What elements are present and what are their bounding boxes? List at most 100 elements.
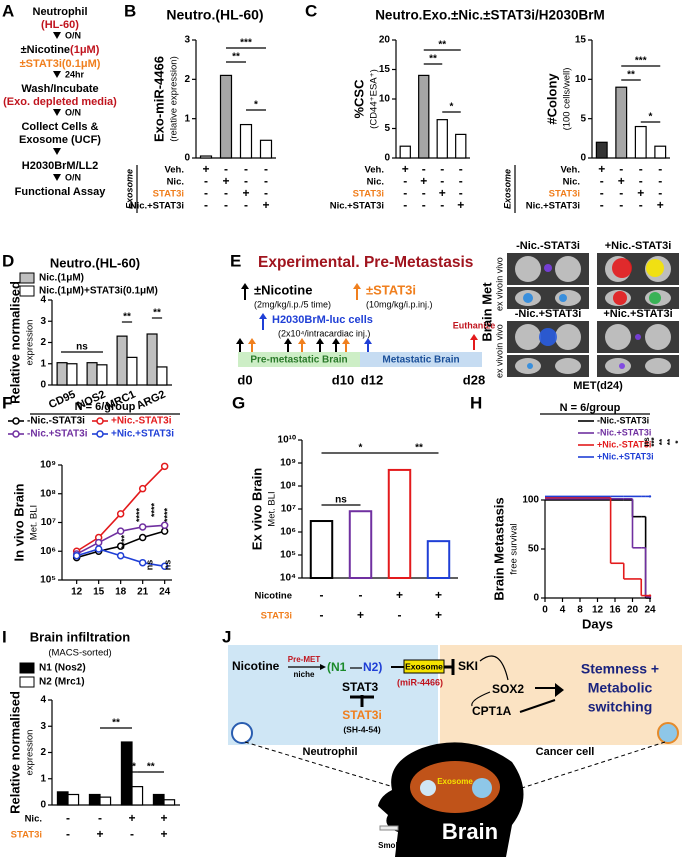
significance: *: [254, 100, 258, 111]
survival-end: [648, 594, 652, 597]
condition-label: Nic.: [563, 177, 580, 188]
step: (HL-60): [41, 19, 79, 31]
condition-sign: -: [440, 162, 444, 176]
panel-a-flow: Neutrophil (HL-60) O/N ±Nicotine(1μM) ±S…: [3, 6, 117, 198]
phase-label: Pre-metastatic Brain: [250, 355, 347, 366]
step: ±Nicotine(1μM): [21, 44, 100, 56]
marker: [138, 558, 147, 567]
specimen: [515, 256, 541, 282]
label: (10mg/kg/i.p.inj.): [366, 299, 433, 309]
y-tick-label: 15: [379, 64, 391, 75]
y-tick-label: 0: [40, 380, 46, 391]
bar: [56, 791, 69, 806]
y-tick-label: 1: [184, 113, 190, 124]
condition-label: Veh.: [164, 165, 184, 176]
outcome: Stemness +: [581, 661, 659, 677]
arrow: [236, 338, 244, 344]
arrow: [298, 338, 306, 344]
bar: [595, 141, 608, 159]
node: N2): [363, 660, 382, 674]
marker: [138, 533, 147, 542]
bar: [146, 333, 158, 386]
significance: ***: [650, 436, 659, 446]
chart-title: Neutro.(HL-60): [50, 255, 140, 270]
marker: [94, 538, 103, 547]
condition-sign: -: [403, 198, 407, 212]
significance: **: [666, 438, 675, 445]
legend-label: +Nic.-STAT3i: [111, 416, 172, 427]
condition-label: Veh.: [560, 165, 580, 176]
step: (0.1μM): [62, 58, 101, 70]
step: O/N: [65, 107, 81, 117]
arrow: [353, 283, 361, 289]
condition-sign: +: [618, 174, 625, 188]
step: O/N: [65, 172, 81, 182]
x-tick-label: 18: [115, 587, 127, 598]
marker: [160, 521, 169, 530]
bar: [126, 356, 138, 386]
condition-sign: -: [619, 186, 623, 200]
significance: **: [658, 438, 667, 445]
arrow: [284, 338, 292, 344]
condition-sign: +: [96, 827, 103, 841]
signal: [527, 363, 533, 369]
condition-label: STAT3i: [353, 189, 384, 200]
marker: [138, 523, 147, 531]
significance: ns: [335, 495, 347, 506]
day: d0: [237, 372, 252, 387]
y-axis-label: %CSC: [351, 79, 366, 119]
panel-title: Experimental. Pre-Metastasis: [258, 254, 473, 271]
x-tick-label: 24: [159, 587, 171, 598]
condition-sign: -: [244, 162, 248, 176]
specimen: [605, 324, 631, 350]
legend-marker: [12, 430, 20, 438]
step: Neutrophil: [33, 6, 88, 18]
condition-sign: -: [619, 162, 623, 176]
neutrophil-box: [228, 645, 438, 745]
panel-letter: C: [305, 1, 317, 20]
signal: [559, 294, 567, 302]
connector: [244, 741, 421, 796]
y-axis-label: In vivo Brain: [11, 483, 26, 561]
side-label: Brain Met: [479, 282, 494, 342]
x-tick-label: 15: [93, 587, 105, 598]
marker: [160, 462, 169, 471]
y-tick-label: 0: [184, 153, 190, 164]
outcome: Metabolic: [588, 680, 653, 696]
significance: *: [649, 112, 653, 123]
panel-e: Experimental. Pre-Metastasis ±Nicotine (…: [237, 240, 672, 392]
phase-bar: [238, 352, 360, 367]
y-tick-label: 10⁵: [40, 575, 56, 586]
label: ±STAT3i: [366, 282, 416, 297]
node: Cancer cell: [536, 746, 595, 758]
view-label: ex vivo: [494, 350, 504, 378]
condition-sign: -: [639, 162, 643, 176]
x-tick-label: 20: [627, 605, 639, 616]
bar: [654, 145, 667, 159]
y-axis-label: (100 cells/well): [562, 68, 573, 131]
condition-sign: -: [639, 198, 643, 212]
condition-sign: -: [658, 186, 662, 200]
group-label: Exosome: [502, 169, 512, 209]
arrow: [342, 338, 350, 344]
neutrophil-icon: [420, 780, 436, 796]
step: ±Nicotine: [21, 44, 70, 56]
condition-sign: -: [459, 186, 463, 200]
node: Smoking: [378, 841, 412, 850]
chart-title: Neutro.Exo.±Nic.±STAT3i/H2030BrM: [375, 8, 605, 23]
specimen: [605, 358, 631, 374]
arrow: [53, 148, 61, 155]
legend-marker: [96, 417, 104, 425]
condition-sign: +: [457, 198, 464, 212]
y-tick-label: 3: [184, 35, 190, 46]
arrow: [53, 71, 61, 78]
node: CPT1A: [472, 704, 512, 718]
significance: ***: [635, 56, 647, 67]
condition-label: Nicotine: [255, 591, 292, 602]
condition-sign: -: [320, 588, 324, 602]
legend-label: +Nic.+STAT3i: [111, 429, 174, 440]
panel-letter: D: [2, 251, 14, 270]
condition-sign: -: [600, 174, 604, 188]
specimen: [555, 324, 581, 350]
